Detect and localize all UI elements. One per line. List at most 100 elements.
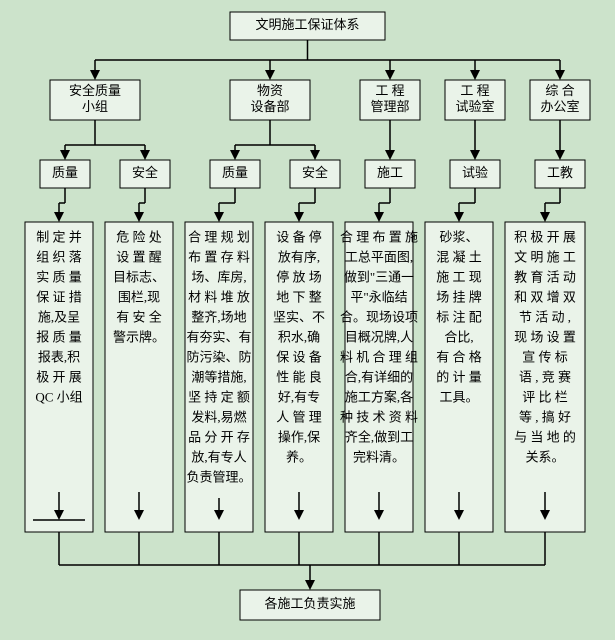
sub-label-s2: 安全 (132, 165, 158, 180)
detail-text-c2-4: 有 安 全 (116, 310, 162, 325)
detail-text-c3-8: 坚 持 定 额 (188, 390, 250, 405)
arrow-down-icon (140, 150, 150, 160)
sub-label-s5: 施工 (377, 165, 403, 180)
detail-text-c2-2: 目标志、 (113, 270, 165, 285)
detail-text-c1-3: 保 证 措 (36, 290, 82, 305)
arrow-down-icon (470, 70, 480, 80)
detail-text-c4-1: 放有序, (278, 250, 320, 265)
detail-text-c3-0: 合 理 规 划 (188, 230, 250, 245)
detail-text-c3-9: 发料,易燃 (191, 410, 246, 425)
detail-text-c4-5: 积水,确 (278, 330, 320, 345)
arrow-down-icon (470, 150, 480, 160)
dept-label-d5-0: 综 合 (545, 83, 574, 98)
detail-text-c7-4: 节 活 动 , (519, 310, 571, 325)
detail-text-c6-2: 施 工 现 (436, 270, 482, 285)
sub-label-s1: 质量 (52, 165, 78, 180)
detail-text-c7-1: 文 明 施 工 (514, 250, 576, 265)
dept-label-d1-0: 安全质量 (69, 83, 121, 98)
dept-label-d4-1: 试验室 (455, 99, 494, 114)
arrow-down-icon (305, 580, 315, 590)
detail-text-c4-7: 性 能 良 (276, 370, 322, 385)
arrow-down-icon (54, 212, 64, 222)
detail-text-c4-3: 地 下 整 (276, 290, 322, 305)
arrow-down-icon (385, 150, 395, 160)
detail-text-c1-0: 制 定 并 (36, 230, 82, 245)
title-text: 文明施工保证体系 (255, 17, 359, 32)
detail-text-c5-0: 合 理 布 置 施 (340, 230, 418, 245)
detail-text-c7-11: 关系。 (525, 450, 564, 465)
detail-text-c7-2: 教 育 活 动 (514, 270, 576, 285)
detail-text-c7-3: 和 双 增 双 (514, 290, 576, 305)
arrow-down-icon (60, 150, 70, 160)
detail-text-c6-6: 有 合 格 (436, 350, 482, 365)
detail-text-c1-2: 实 质 量 (36, 270, 82, 285)
detail-text-c7-8: 评 比 栏 (522, 390, 568, 405)
detail-text-c3-4: 整齐,场地 (191, 310, 246, 325)
detail-text-c5-8: 施工方案,各 (345, 390, 413, 405)
arrow-down-icon (385, 70, 395, 80)
detail-text-c6-8: 工具。 (439, 390, 478, 405)
detail-text-c1-5: 报 质 量 (36, 330, 82, 345)
detail-text-c6-0: 砂浆、 (439, 230, 478, 245)
sub-label-s3: 质量 (222, 165, 248, 180)
detail-text-c5-4: 合。现场设项 (340, 310, 418, 325)
arrow-down-icon (214, 212, 224, 222)
arrow-down-icon (555, 70, 565, 80)
detail-text-c7-6: 宣 传 标 (522, 350, 568, 365)
detail-text-c1-1: 组 织 落 (36, 250, 82, 265)
detail-text-c7-7: 语 , 竞 赛 (519, 370, 571, 385)
dept-label-d2-1: 设备部 (250, 99, 289, 114)
detail-text-c7-9: 等 , 搞 好 (519, 410, 571, 425)
detail-text-c2-0: 危 险 处 (116, 230, 162, 245)
detail-text-c3-7: 潮等措施, (191, 370, 246, 385)
detail-text-c3-5: 有夯实、有 (186, 330, 251, 345)
detail-text-c1-8: QC 小组 (35, 390, 82, 405)
detail-text-c6-1: 混 凝 土 (436, 250, 482, 265)
arrow-down-icon (230, 150, 240, 160)
detail-text-c7-5: 现 场 设 置 (514, 330, 576, 345)
org-chart-svg: 文明施工保证体系安全质量小组物资设备部工 程管理部工 程试验室综 合办公室质量安… (0, 0, 615, 640)
detail-text-c7-10: 与 当 地 的 (514, 430, 576, 445)
detail-text-c5-2: 做到"三通一 (344, 270, 414, 285)
detail-text-c4-10: 操作,保 (278, 430, 320, 445)
detail-text-c4-9: 人 管 理 (276, 410, 322, 425)
arrow-down-icon (374, 212, 384, 222)
detail-text-c4-8: 好,有专 (278, 390, 320, 405)
detail-text-c3-2: 场、库房, (191, 270, 246, 285)
detail-text-c1-6: 报表,积 (38, 350, 80, 365)
detail-text-c4-11: 养。 (286, 450, 312, 465)
detail-text-c2-1: 设 置 醒 (116, 250, 162, 265)
detail-text-c3-12: 负责管理。 (186, 470, 251, 485)
detail-text-c1-7: 极 开 展 (36, 370, 82, 385)
detail-text-c4-0: 设 备 停 (276, 230, 322, 245)
detail-text-c3-10: 品 分 开 存 (188, 430, 250, 445)
dept-label-d5-1: 办公室 (540, 99, 579, 114)
detail-text-c5-10: 齐全,做到工 (345, 430, 413, 445)
sub-label-s4: 安全 (302, 165, 328, 180)
sub-label-s6: 试验 (462, 165, 488, 180)
arrow-down-icon (294, 212, 304, 222)
detail-text-c5-6: 料 机 合 理 组 (340, 350, 418, 365)
detail-text-c3-11: 放,有专人 (191, 450, 246, 465)
arrow-down-icon (90, 70, 100, 80)
dept-label-d3-0: 工 程 (375, 83, 404, 98)
detail-text-c2-5: 警示牌。 (113, 330, 165, 345)
dept-label-d2-0: 物资 (257, 83, 283, 98)
bottom-label: 各施工负责实施 (264, 596, 355, 611)
dept-label-d3-1: 管理部 (370, 99, 409, 114)
detail-text-c6-5: 合比, (444, 330, 473, 345)
arrow-down-icon (265, 70, 275, 80)
detail-text-c2-3: 围栏,现 (118, 290, 160, 305)
dept-label-d1-1: 小组 (82, 99, 108, 114)
arrow-down-icon (555, 150, 565, 160)
detail-text-c6-3: 场 挂 牌 (436, 290, 482, 305)
arrow-down-icon (454, 212, 464, 222)
detail-text-c5-5: 目概况牌,人 (345, 330, 413, 345)
detail-text-c5-7: 合,有详细的 (345, 370, 413, 385)
detail-text-c5-1: 工总平面图, (345, 250, 413, 265)
detail-text-c3-1: 布 置 存 料 (188, 250, 250, 265)
arrow-down-icon (310, 150, 320, 160)
detail-text-c1-4: 施,及呈 (38, 310, 80, 325)
detail-text-c6-4: 标 注 配 (436, 310, 482, 325)
detail-text-c4-2: 停 放 场 (276, 270, 322, 285)
